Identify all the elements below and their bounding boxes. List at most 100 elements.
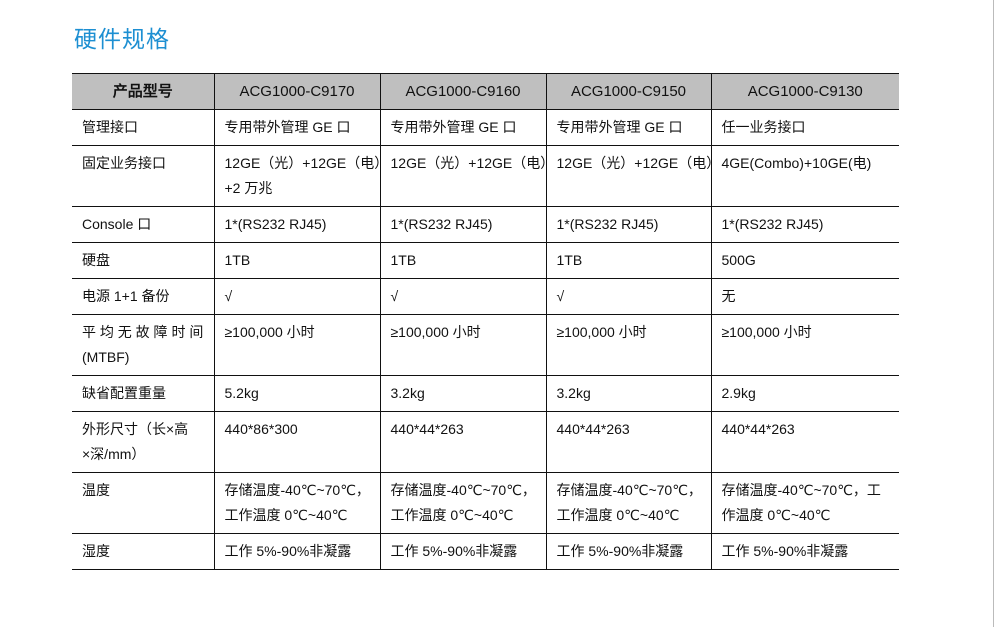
cell-line: 电源 1+1 备份	[82, 288, 170, 304]
table-row: 外形尺寸（长×高 ×深/mm） 440*86*300 440*44*263 440*44…	[72, 411, 899, 473]
row-label: 管理接口	[72, 109, 214, 146]
spec-cell: 存储温度-40℃~70℃，工作温度 0℃~40℃	[710, 472, 899, 534]
cell-line: √	[556, 288, 565, 304]
spec-cell: ≥100,000 小时	[710, 314, 899, 376]
cell-line: ≥100,000 小时	[556, 324, 647, 340]
cell-line: 硬盘	[82, 252, 110, 268]
cell-line: 1*(RS232 RJ45)	[556, 216, 659, 232]
cell-line: ≥100,000 小时	[390, 324, 481, 340]
cell-line: 工作温度 0℃~40℃	[224, 507, 348, 523]
spec-cell: 存储温度-40℃~70℃， 工作温度 0℃~40℃	[545, 472, 711, 534]
spec-cell: 无	[710, 278, 899, 315]
spec-cell: 1*(RS232 RJ45)	[710, 206, 899, 243]
table-row: Console 口 1*(RS232 RJ45) 1*(RS232 RJ45) 1*(…	[72, 206, 899, 243]
spec-cell: 工作 5%-90%非凝露	[545, 533, 711, 570]
cell-line: 5.2kg	[224, 385, 259, 401]
cell-line: √	[224, 288, 233, 304]
cell-line: 平 均 无 故 障 时 间	[82, 324, 204, 340]
spec-cell: 专用带外管理 GE 口	[379, 109, 546, 146]
cell-line: 工作 5%-90%非凝露	[721, 543, 849, 559]
cell-line: 任一业务接口	[721, 119, 806, 135]
cell-line: 12GE（光）+12GE（电）	[390, 155, 555, 171]
row-label: 温度	[72, 472, 214, 534]
cell-line: 温度	[82, 482, 110, 498]
spec-cell: 440*44*263	[379, 411, 546, 473]
spec-cell: 440*86*300	[213, 411, 380, 473]
spec-cell: 440*44*263	[710, 411, 899, 473]
cell-line: 440*44*263	[390, 421, 464, 437]
cell-line: 3.2kg	[556, 385, 591, 401]
header-model: ACG1000-C9150	[545, 73, 711, 110]
spec-cell: 440*44*263	[545, 411, 711, 473]
cell-line: 缺省配置重量	[82, 385, 166, 401]
cell-line: 1*(RS232 RJ45)	[390, 216, 493, 232]
cell-line: 存储温度-40℃~70℃，	[556, 482, 702, 498]
cell-line: 无	[721, 288, 736, 304]
row-label: 固定业务接口	[72, 145, 214, 207]
cell-line: 工作温度 0℃~40℃	[390, 507, 514, 523]
spec-cell: 3.2kg	[545, 375, 711, 412]
row-label: 平 均 无 故 障 时 间 (MTBF)	[72, 314, 214, 376]
spec-cell: 12GE（光）+12GE（电）	[545, 145, 721, 207]
spec-cell: 1TB	[379, 242, 546, 279]
spec-cell: 任一业务接口	[710, 109, 899, 146]
row-label: 硬盘	[72, 242, 214, 279]
row-label: 缺省配置重量	[72, 375, 214, 412]
spec-cell: 1TB	[213, 242, 380, 279]
spec-cell: 工作 5%-90%非凝露	[710, 533, 899, 570]
cell-line: 固定业务接口	[82, 155, 166, 171]
cell-line: 1*(RS232 RJ45)	[224, 216, 327, 232]
cell-line: 3.2kg	[390, 385, 425, 401]
spec-cell: 500G	[710, 242, 899, 279]
cell-line: 440*86*300	[224, 421, 298, 437]
row-label: 湿度	[72, 533, 214, 570]
page-title: 硬件规格	[74, 26, 170, 52]
spec-cell: 存储温度-40℃~70℃，工作温度 0℃~40℃	[213, 472, 380, 534]
row-label: Console 口	[72, 206, 214, 243]
spec-cell: 存储温度-40℃~70℃，工作温度 0℃~40℃	[379, 472, 546, 534]
table-header-row: 产品型号 ACG1000-C9170 ACG1000-C9160 ACG1000-C9…	[72, 73, 899, 110]
spec-cell: 2.9kg	[710, 375, 899, 412]
spec-cell: 专用带外管理 GE 口	[213, 109, 380, 146]
cell-line: 440*44*263	[556, 421, 630, 437]
header-model: ACG1000-C9130	[710, 73, 899, 110]
cell-line: 专用带外管理 GE 口	[390, 119, 517, 135]
spec-cell: ≥100,000 小时	[379, 314, 546, 376]
spec-cell: 工作 5%-90%非凝露	[379, 533, 546, 570]
cell-line: 工作 5%-90%非凝露	[390, 543, 518, 559]
spec-cell: 4GE(Combo)+10GE(电)	[710, 145, 899, 207]
cell-line: 湿度	[82, 543, 110, 559]
cell-line: (MTBF)	[82, 349, 130, 365]
spec-cell: 专用带外管理 GE 口	[545, 109, 711, 146]
spec-cell: 1*(RS232 RJ45)	[545, 206, 711, 243]
spec-cell: ≥100,000 小时	[213, 314, 380, 376]
table-row: 平 均 无 故 障 时 间 (MTBF) ≥100,000 小时 ≥100,000 小…	[72, 314, 899, 376]
cell-line: ≥100,000 小时	[721, 324, 812, 340]
spec-cell: 12GE（光）+12GE（电） +2 万兆	[213, 145, 389, 207]
row-label: 外形尺寸（长×高 ×深/mm）	[72, 411, 214, 473]
spec-cell: √	[213, 278, 380, 315]
cell-line: √	[390, 288, 399, 304]
cell-line: 工作 5%-90%非凝露	[556, 543, 684, 559]
spec-cell: √	[379, 278, 546, 315]
cell-line: 12GE（光）+12GE（电）	[556, 155, 721, 171]
cell-line: 12GE（光）+12GE（电）	[224, 155, 389, 171]
cell-line: 作温度 0℃~40℃	[721, 507, 831, 523]
cell-line: +2 万兆	[224, 180, 273, 196]
table-row: 硬盘 1TB 1TB 1TB 500G	[72, 242, 899, 279]
cell-line: 专用带外管理 GE 口	[224, 119, 351, 135]
cell-line: 工作 5%-90%非凝露	[224, 543, 352, 559]
table-row: 温度 存储温度-40℃~70℃， 工作温度 0℃~40℃ 存储温度-40℃~70℃，工…	[72, 472, 899, 534]
spec-cell: ≥100,000 小时	[545, 314, 711, 376]
table-row: 湿度 工作 5%-90%非凝露 工作 5%-90%非凝露 工作 5%-90%非凝露 工作…	[72, 533, 899, 570]
spec-cell: 1TB	[545, 242, 711, 279]
table-row: 管理接口 专用带外管理 GE 口 专用带外管理 GE 口 专用带外管理 GE 口 任一业…	[72, 109, 899, 146]
cell-line: 工作温度 0℃~40℃	[556, 507, 680, 523]
cell-line: 管理接口	[82, 119, 138, 135]
spec-cell: 工作 5%-90%非凝露	[213, 533, 380, 570]
table-row: 固定业务接口 12GE（光）+12GE（电） +2 万兆 12GE（光）+12GE（电…	[72, 145, 899, 207]
cell-line: 440*44*263	[721, 421, 795, 437]
cell-line: ≥100,000 小时	[224, 324, 315, 340]
cell-line: 1*(RS232 RJ45)	[721, 216, 824, 232]
spec-cell: 1*(RS232 RJ45)	[213, 206, 380, 243]
